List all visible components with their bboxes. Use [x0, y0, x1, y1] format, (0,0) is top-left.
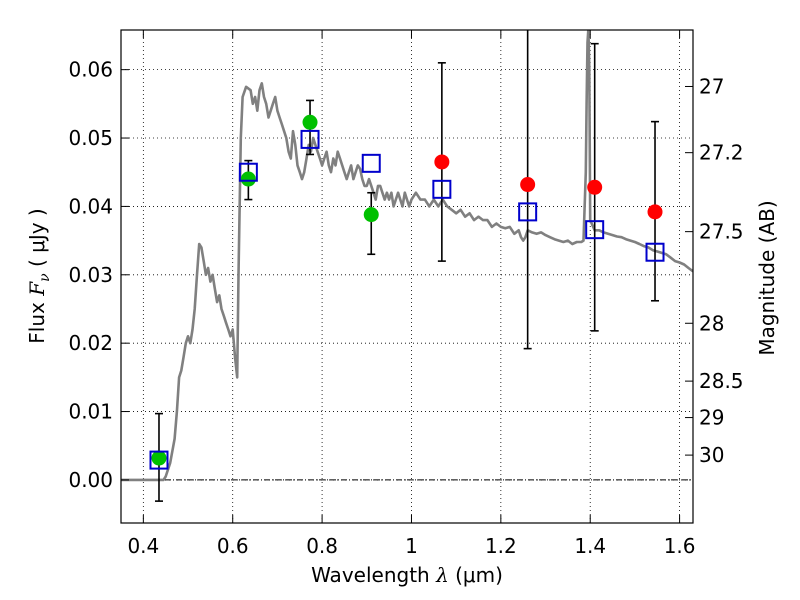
mag-tick-label: 28 [699, 311, 724, 335]
x-tick-label: 1.4 [574, 534, 606, 558]
y-tick-label: 0.00 [68, 468, 113, 492]
model-square [238, 162, 258, 182]
model-square [361, 153, 381, 173]
axis-ticks: 0.4 0.6 0.8 1 1.2 1.4 1.6 0.00 0.01 0.02 0.03 0.04 0… [68, 30, 744, 558]
x-tick-label: 0.8 [306, 534, 338, 558]
y2-axis-title: Magnitude (AB) [755, 200, 779, 355]
data-point-green [151, 450, 167, 466]
mag-tick-label: 27 [699, 74, 724, 98]
x-tick-label: 1.6 [664, 534, 696, 558]
data-marks [149, 30, 665, 502]
mag-tick-label: 28.5 [699, 369, 744, 393]
mag-tick-label: 29 [699, 406, 724, 430]
plot-background [121, 30, 693, 523]
y-axis-title: Flux Fν ( μJy ) [25, 208, 53, 343]
mag-tick-label: 30 [699, 443, 724, 467]
x-tick-label: 0.6 [217, 534, 249, 558]
data-point-red [647, 204, 663, 220]
y-tick-label: 0.02 [68, 331, 113, 355]
data-point-red [520, 177, 536, 193]
x-tick-label: 0.4 [127, 534, 159, 558]
y-tick-label: 0.01 [68, 400, 113, 424]
data-point-green [240, 171, 256, 187]
data-point-green [302, 114, 318, 130]
mag-tick-label: 27.5 [699, 220, 744, 244]
model-square [432, 179, 452, 199]
y-tick-label: 0.04 [68, 194, 113, 218]
y-tick-label: 0.05 [68, 126, 113, 150]
plot-frame [120, 29, 694, 524]
model-square [300, 129, 320, 149]
y-tick-label: 0.06 [68, 58, 113, 82]
data-point-red [587, 179, 603, 195]
mag-tick-label: 27.2 [699, 141, 744, 165]
x-axis-title: Wavelength λ (μm) [311, 563, 503, 587]
model-square [585, 220, 605, 240]
data-point-red [434, 154, 450, 170]
x-tick-label: 1.2 [485, 534, 517, 558]
model-square [149, 450, 169, 470]
template-spectrum-line [121, 30, 693, 482]
x-tick-label: 1 [405, 534, 418, 558]
model-square [645, 242, 665, 262]
model-square [518, 202, 538, 222]
data-point-green [363, 207, 379, 223]
y-tick-label: 0.03 [68, 263, 113, 287]
